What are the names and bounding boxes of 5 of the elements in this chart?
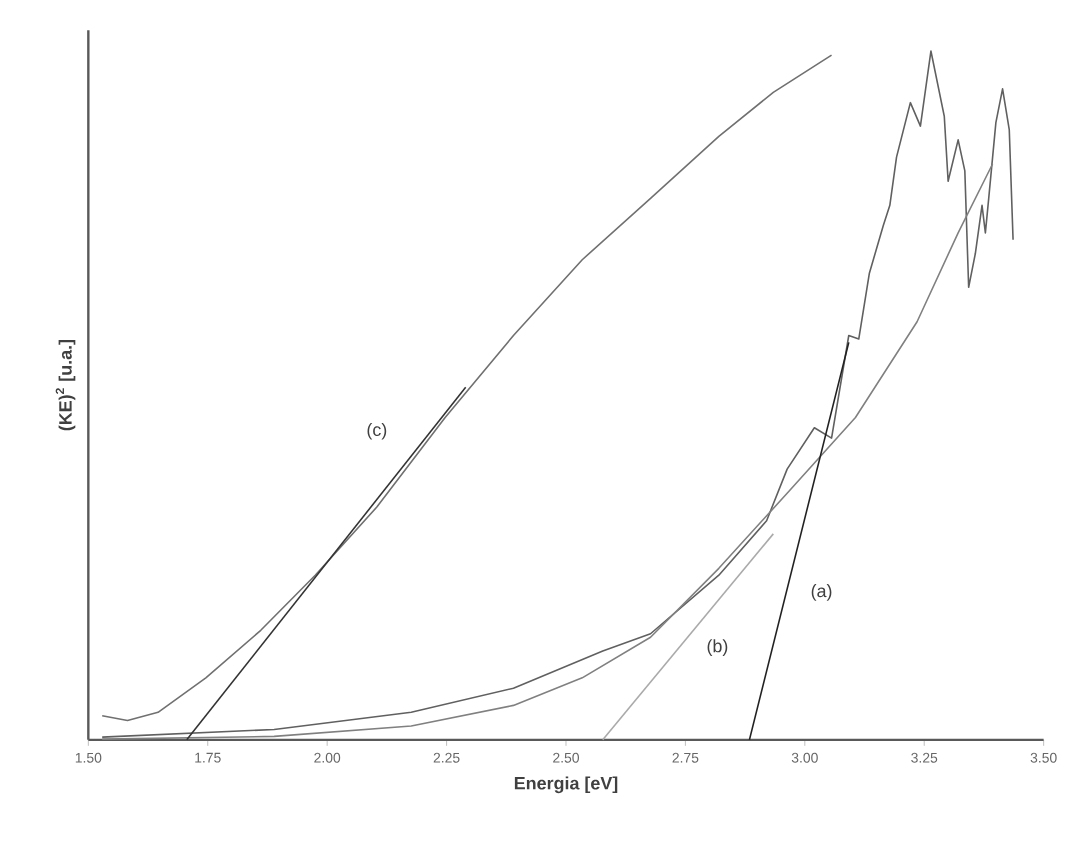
annotation: (a) — [811, 584, 832, 601]
annotation: (c) — [367, 422, 387, 440]
annotation: (b) — [707, 639, 728, 656]
y-axis-title: (KE)$^{2}$ [u.a.] — [55, 339, 76, 431]
x-axis-title: Energia [eV] — [514, 776, 618, 794]
